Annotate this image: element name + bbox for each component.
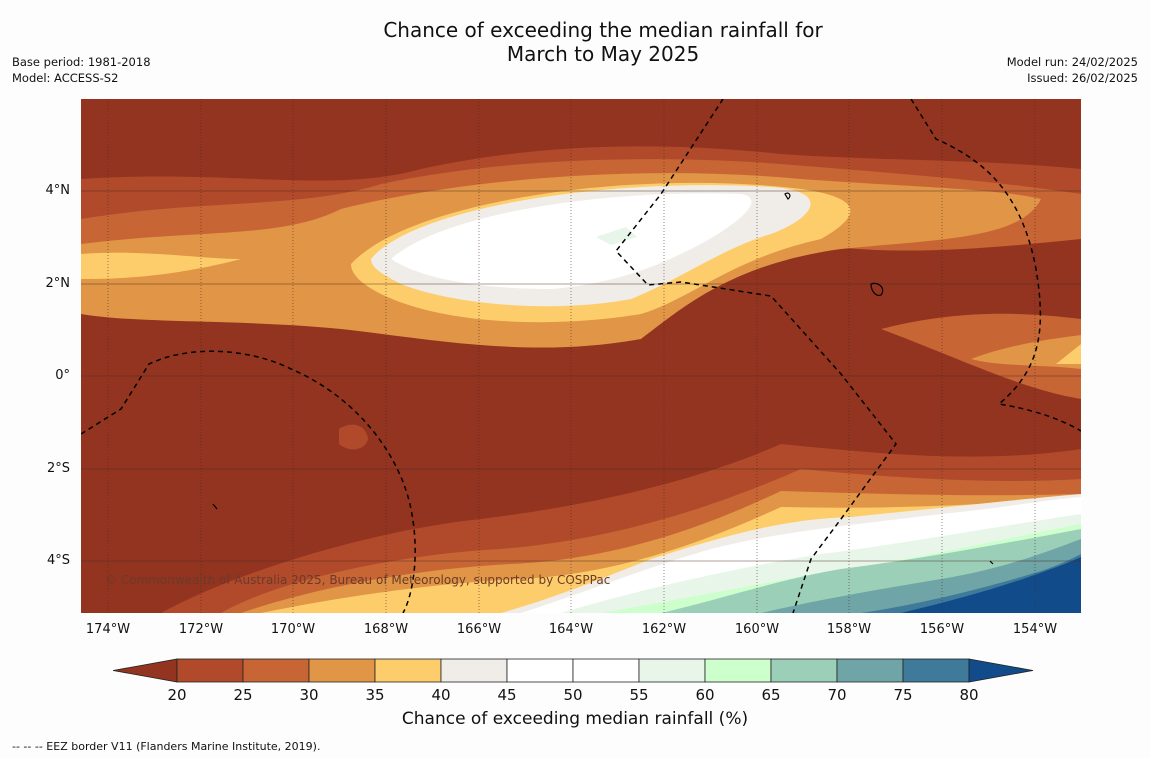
colorbar-tick-label: 30: [299, 686, 319, 704]
colorbar-title: Chance of exceeding median rainfall (%): [401, 709, 749, 729]
east-contour-40: [1056, 344, 1081, 364]
colorbar-tick-label: 40: [431, 686, 451, 704]
x-tick-164w: 164°W: [548, 622, 594, 637]
colorbar-segment: [506, 658, 574, 683]
title-line-1: Chance of exceeding the median rainfall …: [383, 18, 823, 42]
base-period: Base period: 1981-2018: [12, 55, 151, 69]
copyright-text: © Commonwealth of Australia 2025, Bureau…: [105, 573, 610, 587]
colorbar-tick-label: 80: [959, 686, 979, 704]
colorbar-tick-label: 20: [167, 686, 187, 704]
title-line-2: March to May 2025: [506, 42, 700, 66]
issued-date: Issued: 26/02/2025: [1027, 71, 1138, 85]
south-contour-max: [901, 557, 1081, 613]
colorbar-tick-label: 25: [233, 686, 253, 704]
colorbar-segments: [113, 658, 1034, 683]
meta-right: Model run: 24/02/2025 Issued: 26/02/2025: [1007, 54, 1138, 86]
y-tick-2s: 2°S: [46, 461, 70, 476]
colorbar-segment: [704, 658, 772, 683]
colorbar-tick-label: 35: [365, 686, 385, 704]
x-tick-162w: 162°W: [641, 622, 687, 637]
colorbar-extend-high: [968, 658, 1034, 683]
colorbar-segment: [440, 658, 508, 683]
x-tick-172w: 172°W: [178, 622, 224, 637]
colorbar-tick-label: 75: [893, 686, 913, 704]
y-tick-2n: 2°N: [45, 276, 71, 291]
contour-50: [391, 193, 752, 289]
colorbar-tick-label: 60: [695, 686, 715, 704]
meta-left: Base period: 1981-2018 Model: ACCESS-S2: [12, 54, 151, 86]
colorbar-tick-label: 65: [761, 686, 781, 704]
colorbar-tick-label: 70: [827, 686, 847, 704]
colorbar-tick-label: 45: [497, 686, 517, 704]
y-tick-4s: 4°S: [46, 553, 70, 568]
colorbar-segment: [176, 658, 244, 683]
footnote: -- -- -- EEZ border V11 (Flanders Marine…: [12, 740, 321, 753]
map-title: Chance of exceeding the median rainfall …: [0, 18, 1150, 66]
colorbar-segment: [374, 658, 442, 683]
colorbar-tick-label: 55: [629, 686, 649, 704]
map-svg: © Commonwealth of Australia 2025, Bureau…: [81, 99, 1081, 613]
x-tick-158w: 158°W: [826, 622, 872, 637]
colorbar-segment: [308, 658, 376, 683]
x-tick-154w: 154°W: [1012, 622, 1058, 637]
y-tick-4n: 4°N: [45, 183, 71, 198]
colorbar-segment: [638, 658, 706, 683]
x-tick-168w: 168°W: [363, 622, 409, 637]
latitude-gridlines: [81, 190, 1081, 562]
contour-60: [596, 227, 637, 245]
colorbar-segment: [770, 658, 838, 683]
x-tick-160w: 160°W: [734, 622, 780, 637]
eez-borders: [81, 99, 1081, 613]
x-tick-166w: 166°W: [456, 622, 502, 637]
y-tick-0: 0°: [55, 368, 70, 383]
colorbar-segment: [902, 658, 970, 683]
colorbar-segment: [836, 658, 904, 683]
x-tick-170w: 170°W: [270, 622, 316, 637]
model-name: Model: ACCESS-S2: [12, 71, 119, 85]
x-tick-156w: 156°W: [919, 622, 965, 637]
x-tick-174w: 174°W: [85, 622, 131, 637]
colorbar: [113, 658, 1034, 683]
colorbar-extend-low: [113, 658, 178, 683]
contour-blob: [339, 424, 368, 450]
model-run: Model run: 24/02/2025: [1006, 55, 1138, 69]
colorbar-segment: [242, 658, 310, 683]
islands: [212, 192, 994, 565]
colorbar-segment: [572, 658, 640, 683]
colorbar-tick-label: 50: [563, 686, 583, 704]
rainfall-map: © Commonwealth of Australia 2025, Bureau…: [81, 99, 1081, 613]
east-contour-35: [971, 335, 1081, 369]
